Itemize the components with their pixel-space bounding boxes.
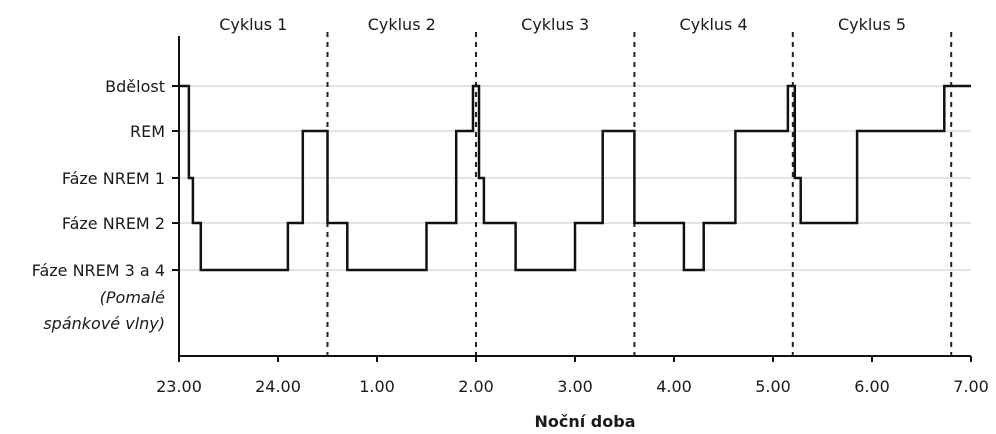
y-tick-label: Fáze NREM 1: [62, 169, 165, 188]
x-axis-title: Noční doba: [534, 412, 635, 431]
y-tick-label: Fáze NREM 2: [62, 214, 165, 233]
y-note-label: (Pomalé: [100, 288, 166, 307]
y-tick-label: Fáze NREM 3 a 4: [32, 261, 165, 280]
cycle-label: Cyklus 2: [368, 15, 436, 34]
x-tick-label: 2.00: [458, 377, 494, 396]
x-tick-label: 7.00: [953, 377, 989, 396]
cycle-label: Cyklus 1: [219, 15, 287, 34]
y-tick-label: Bdělost: [105, 77, 165, 96]
cycle-label: Cyklus 4: [680, 15, 748, 34]
x-tick-label: 6.00: [854, 377, 890, 396]
x-tick-label: 24.00: [255, 377, 301, 396]
x-tick-label: 1.00: [359, 377, 395, 396]
axes: [172, 36, 972, 362]
x-tick-label: 3.00: [557, 377, 593, 396]
cycle-label: Cyklus 5: [838, 15, 906, 34]
x-tick-label: 4.00: [656, 377, 692, 396]
series: [179, 84, 971, 272]
x-tick-label: 23.00: [156, 377, 202, 396]
y-tick-label: REM: [130, 122, 165, 141]
x-tick-labels: 23.00 24.00 1.00 2.00 3.00 4.00 5.00 6.00 7.00: [156, 377, 989, 396]
sleep-stage-line: [179, 84, 971, 272]
y-tick-labels: Bdělost REM Fáze NREM 1 Fáze NREM 2 Fáze NRE…: [32, 77, 165, 333]
x-tick-label: 5.00: [755, 377, 791, 396]
cycle-labels: Cyklus 1 Cyklus 2 Cyklus 3 Cyklus 4 Cyklus 5: [219, 15, 906, 34]
cycle-label: Cyklus 3: [521, 15, 589, 34]
y-note-label: spánkové vlny): [43, 314, 165, 333]
